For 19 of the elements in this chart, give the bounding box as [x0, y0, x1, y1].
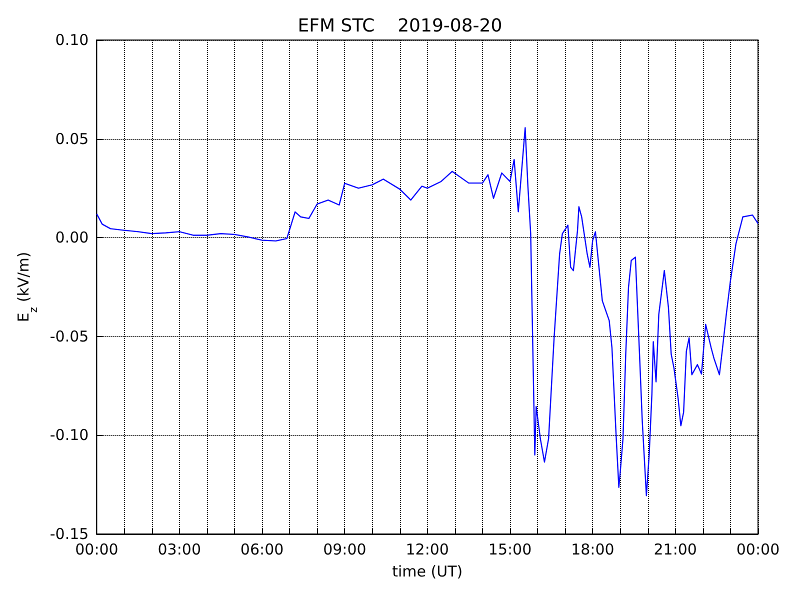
x-tick-label: 00:00 [75, 540, 118, 558]
x-tick-label: 12:00 [406, 540, 449, 558]
x-tick-label: 06:00 [240, 540, 284, 558]
x-tick-label: 18:00 [571, 540, 614, 558]
y-tick-label: 0.10 [55, 31, 89, 49]
x-tick-label: 21:00 [654, 540, 697, 558]
y-tick-label: 0.00 [55, 228, 89, 247]
line-series [96, 127, 759, 496]
x-tick-label: 09:00 [323, 540, 366, 558]
y-tick-label: -0.05 [50, 327, 89, 346]
x-tick-label: 00:00 [736, 540, 780, 558]
x-tick-label: 03:00 [158, 540, 201, 558]
chart-title: EFM STC 2019-08-20 [298, 16, 502, 36]
y-tick-label: -0.10 [50, 426, 89, 444]
y-axis-title: Ez (kV/m) [14, 252, 40, 322]
y-tick-label: -0.15 [50, 525, 89, 543]
y-tick-label: 0.05 [55, 130, 89, 148]
x-axis-title: time (UT) [392, 562, 463, 580]
x-tick-label: 15:00 [488, 540, 532, 558]
